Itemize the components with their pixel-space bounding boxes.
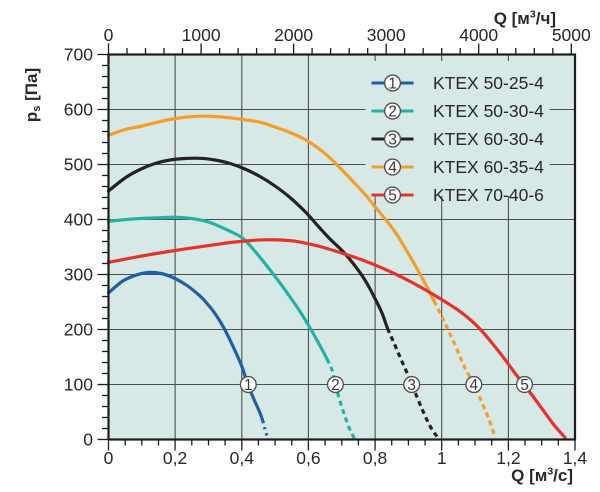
svg-text:2: 2	[388, 104, 397, 121]
svg-text:0,8: 0,8	[363, 448, 387, 468]
svg-text:1,2: 1,2	[496, 448, 520, 468]
svg-text:1: 1	[388, 76, 397, 93]
svg-text:4: 4	[388, 160, 397, 177]
svg-text:рs [Па]: рs [Па]	[22, 68, 43, 122]
svg-text:2000: 2000	[274, 25, 313, 45]
svg-text:3: 3	[407, 377, 416, 394]
svg-text:4: 4	[469, 377, 478, 394]
svg-text:Q [м3/ч]: Q [м3/ч]	[494, 9, 556, 29]
svg-text:1000: 1000	[182, 25, 221, 45]
svg-text:KTEX 70-40-6: KTEX 70-40-6	[433, 185, 544, 205]
svg-text:KTEX 60-30-4: KTEX 60-30-4	[433, 129, 544, 149]
svg-text:5000: 5000	[552, 25, 591, 45]
svg-text:KTEX 50-25-4: KTEX 50-25-4	[433, 73, 544, 93]
svg-text:0,4: 0,4	[230, 448, 255, 468]
svg-text:5: 5	[388, 188, 397, 205]
svg-text:3: 3	[388, 132, 397, 149]
svg-text:0: 0	[83, 430, 93, 450]
svg-text:700: 700	[64, 45, 93, 65]
svg-text:400: 400	[64, 210, 93, 230]
svg-text:1: 1	[244, 377, 253, 394]
svg-text:0,2: 0,2	[163, 448, 187, 468]
svg-text:100: 100	[64, 375, 93, 395]
svg-text:2: 2	[331, 377, 340, 394]
svg-text:500: 500	[64, 155, 93, 175]
svg-text:Q [м3/с]: Q [м3/с]	[511, 466, 573, 486]
svg-text:4000: 4000	[459, 25, 498, 45]
svg-text:300: 300	[64, 265, 93, 285]
svg-text:KTEX 60-35-4: KTEX 60-35-4	[433, 157, 544, 177]
svg-text:3000: 3000	[367, 25, 406, 45]
svg-text:KTEX 50-30-4: KTEX 50-30-4	[433, 101, 544, 121]
svg-text:0: 0	[104, 25, 114, 45]
svg-text:600: 600	[64, 100, 93, 120]
svg-text:1: 1	[437, 448, 447, 468]
svg-text:5: 5	[520, 377, 529, 394]
svg-text:0,6: 0,6	[296, 448, 320, 468]
svg-text:200: 200	[64, 320, 93, 340]
svg-text:1,4: 1,4	[563, 448, 588, 468]
svg-text:0: 0	[104, 448, 114, 468]
